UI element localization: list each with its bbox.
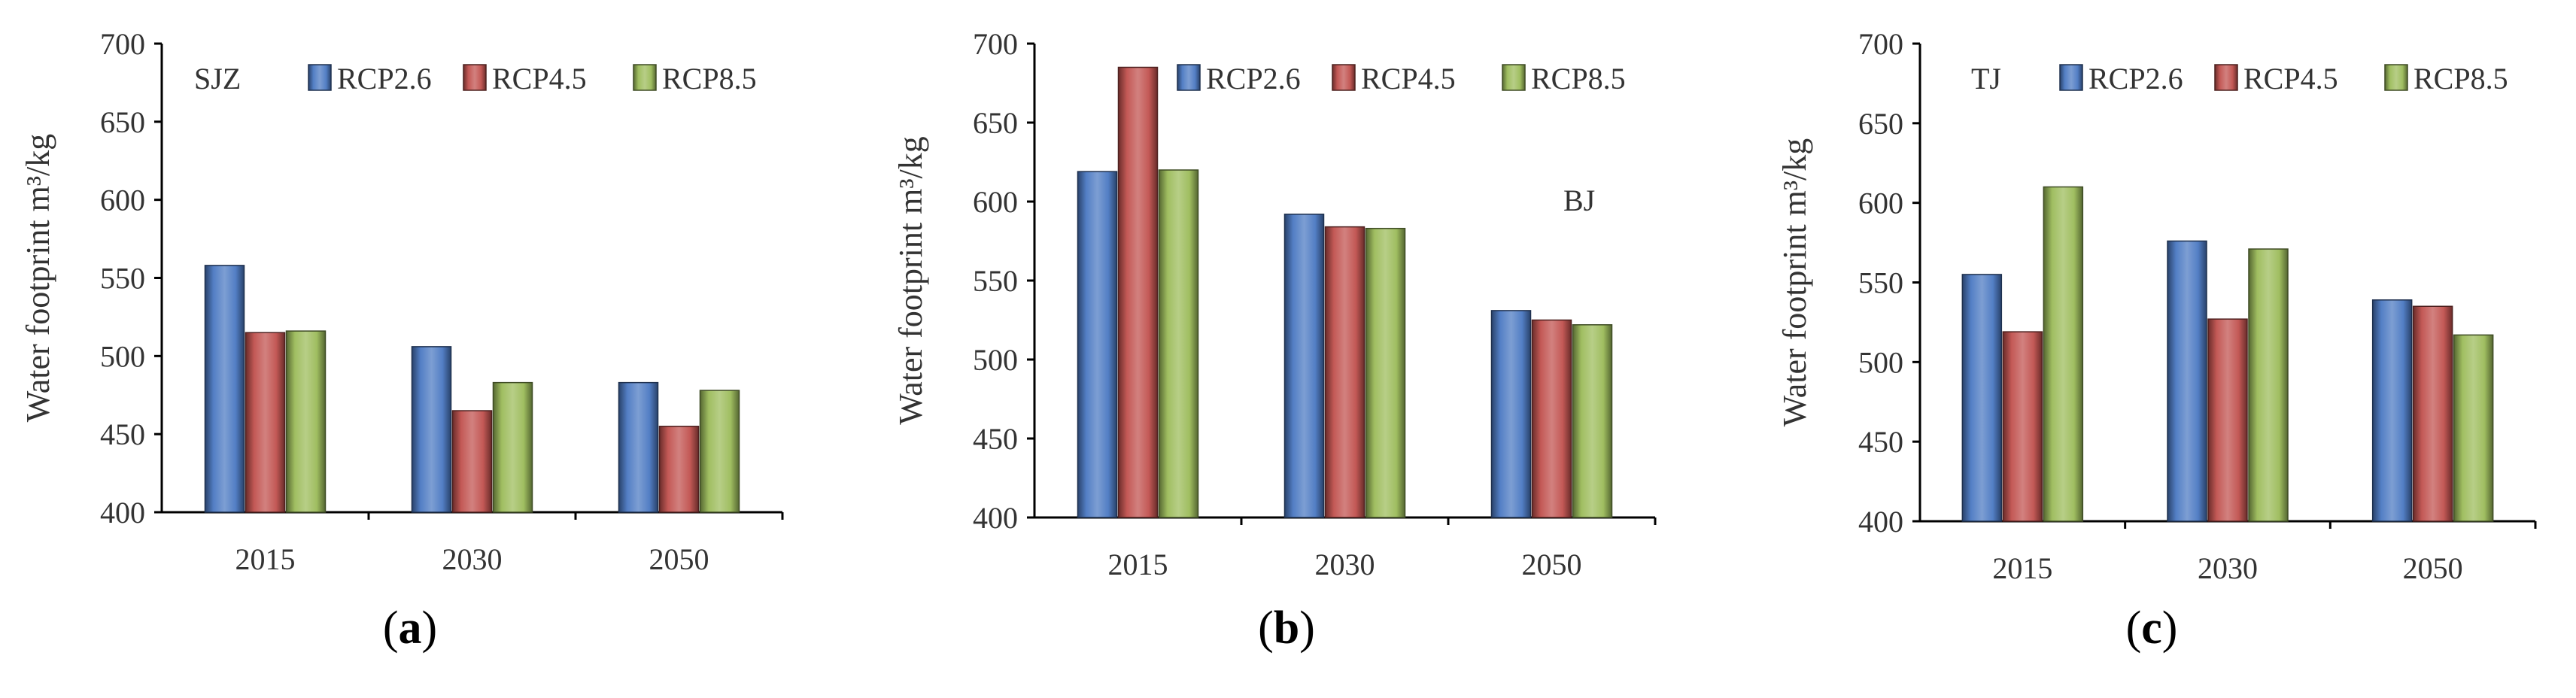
y-tick-label: 700	[973, 27, 1018, 61]
city-label: TJ	[1971, 62, 2001, 96]
legend-swatch-rcp26	[2059, 64, 2083, 91]
panel-label: (a)	[383, 602, 437, 654]
legend-swatch-rcp45	[463, 64, 487, 91]
bar-rcp26-2030	[1283, 214, 1325, 518]
y-tick-label: 400	[973, 501, 1018, 535]
x-tick-label: 2015	[235, 542, 296, 576]
y-tick-label: 550	[973, 264, 1018, 298]
x-tick-label: 2050	[2403, 551, 2463, 585]
y-axis-label: Water footprint m³/kg	[892, 136, 929, 425]
legend-label: RCP2.6	[337, 62, 432, 96]
bar-rcp26-2050	[2371, 299, 2413, 522]
panel-label: (c)	[2126, 602, 2178, 654]
panel-label: (b)	[1258, 602, 1315, 654]
legend-swatch-rcp26	[1177, 64, 1201, 91]
y-tick-label: 650	[100, 105, 145, 139]
x-tick-label: 2050	[649, 542, 709, 576]
bar-rcp85-2050	[2453, 334, 2494, 522]
bar-rcp45-2050	[1531, 319, 1572, 518]
bar-rcp45-2050	[2412, 305, 2453, 522]
legend: RCP2.6 RCP4.5 RCP8.5	[2059, 62, 2508, 96]
x-tick-label: 2015	[1992, 551, 2052, 585]
y-tick-label: 550	[1858, 266, 1903, 300]
city-label: BJ	[1563, 184, 1595, 217]
y-tick-label: 600	[973, 185, 1018, 219]
bar-rcp45-2015	[1117, 66, 1159, 518]
legend-swatch-rcp85	[2384, 64, 2408, 91]
y-tick-label: 400	[1858, 505, 1903, 539]
legend: RCP2.6 RCP4.5 RCP8.5	[308, 62, 757, 96]
legend-label: RCP2.6	[2088, 62, 2183, 96]
y-axis-label: Water footprint m³/kg	[1776, 138, 1813, 427]
legend-swatch-rcp85	[633, 64, 657, 91]
y-tick-label: 450	[973, 422, 1018, 456]
bar-rcp45-2030	[451, 410, 493, 513]
bar-rcp85-2030	[492, 381, 533, 513]
bar-rcp45-2030	[1324, 226, 1365, 518]
legend-label: RCP4.5	[492, 62, 587, 96]
legend: RCP2.6 RCP4.5 RCP8.5	[1177, 62, 1626, 96]
bar-rcp26-2030	[2167, 240, 2207, 522]
y-tick-label: 700	[1858, 27, 1903, 61]
y-tick-label: 450	[100, 417, 145, 451]
legend-label: RCP8.5	[2413, 62, 2508, 96]
y-tick-label: 700	[100, 27, 145, 61]
bar-rcp26-2050	[618, 381, 659, 513]
bar-rcp26-2015	[1077, 171, 1118, 518]
legend-swatch-rcp26	[308, 64, 332, 91]
bar-rcp26-2015	[204, 265, 245, 513]
y-tick-label: 500	[100, 339, 145, 373]
legend-swatch-rcp45	[1332, 64, 1356, 91]
y-tick-label: 400	[100, 496, 145, 530]
legend-label: RCP4.5	[1361, 62, 1456, 96]
y-tick-label: 500	[973, 343, 1018, 377]
bar-rcp45-2015	[2002, 331, 2043, 522]
bar-rcp45-2050	[658, 426, 700, 513]
chart-panel-sjz: 400 450 500 550 600 650 700 Water footprint m³/…	[20, 27, 784, 654]
x-tick-label: 2030	[1315, 548, 1375, 581]
legend-label: RCP4.5	[2243, 62, 2338, 96]
bar-rcp26-2030	[411, 346, 452, 513]
bar-rcp45-2030	[2207, 318, 2248, 522]
y-tick-label: 650	[973, 106, 1018, 140]
bar-rcp85-2015	[1158, 169, 1199, 518]
bar-rcp26-2015	[1961, 274, 2003, 522]
bar-rcp85-2015	[2043, 186, 2084, 522]
y-tick-label: 450	[1858, 425, 1903, 459]
y-tick-label: 600	[1858, 187, 1903, 220]
x-tick-label: 2030	[2198, 551, 2258, 585]
chart-panel-tj: 400 450 500 550 600 650 700 Water footprint m³/…	[1776, 27, 2537, 654]
y-tick-label: 650	[1858, 107, 1903, 141]
legend-label: RCP8.5	[1531, 62, 1626, 96]
bar-rcp85-2050	[699, 390, 740, 513]
legend-swatch-rcp45	[2214, 64, 2238, 91]
y-tick-label: 500	[1858, 345, 1903, 379]
legend-label: RCP2.6	[1206, 62, 1301, 96]
city-label: SJZ	[194, 62, 241, 96]
legend-label: RCP8.5	[662, 62, 757, 96]
y-tick-label: 550	[100, 262, 145, 296]
y-axis-label: Water footprint m³/kg	[20, 134, 56, 423]
legend-swatch-rcp85	[1502, 64, 1526, 91]
bar-rcp85-2050	[1572, 324, 1613, 518]
bar-rcp85-2015	[285, 330, 327, 513]
bar-rcp85-2030	[2248, 248, 2289, 522]
bar-rcp26-2050	[1490, 310, 1532, 518]
x-tick-label: 2015	[1108, 548, 1168, 581]
x-tick-label: 2030	[442, 542, 503, 576]
x-tick-label: 2050	[1522, 548, 1582, 581]
bar-rcp85-2030	[1365, 227, 1406, 518]
y-tick-label: 600	[100, 184, 145, 217]
bar-rcp45-2015	[245, 332, 286, 513]
chart-panel-bj: 400 450 500 550 600 650 700 Water footprint m³/…	[892, 27, 1657, 654]
